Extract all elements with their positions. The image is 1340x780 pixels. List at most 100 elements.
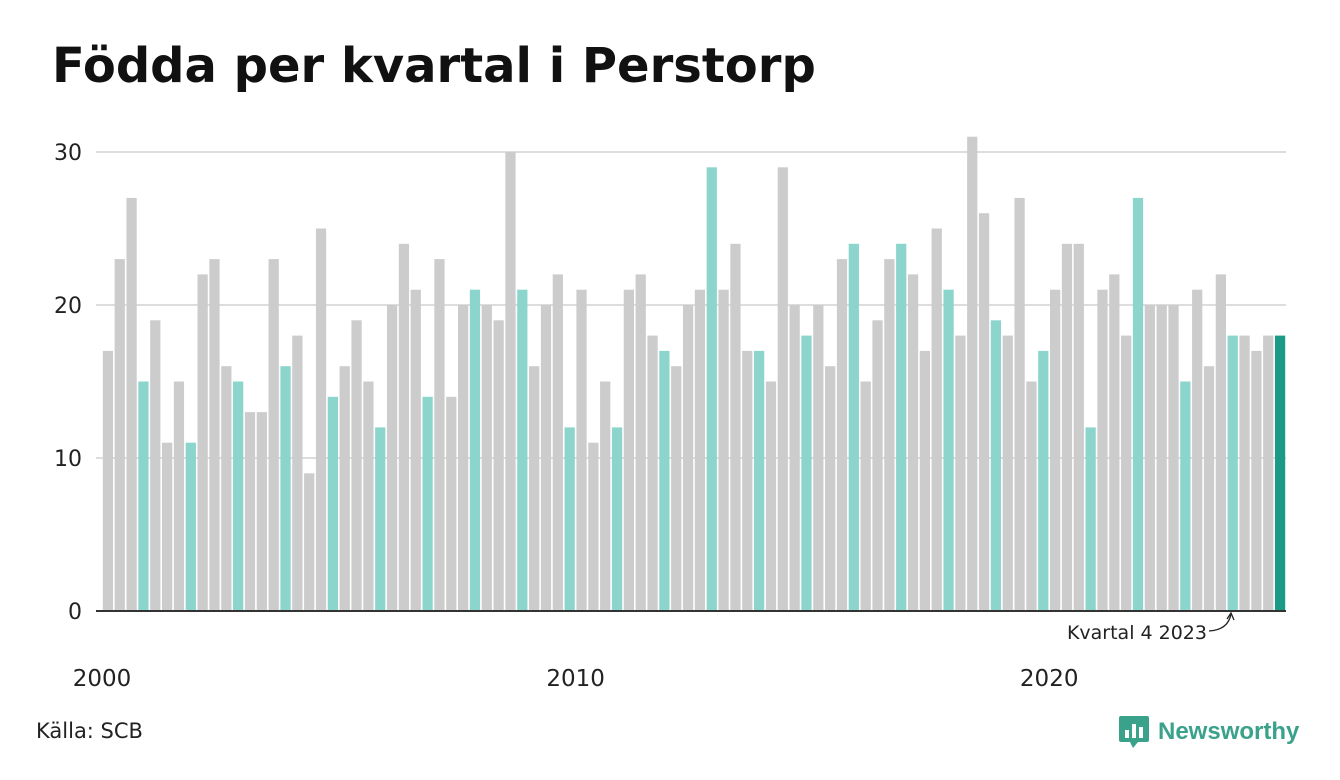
bar — [706, 167, 717, 612]
bar — [789, 305, 800, 611]
bar — [588, 442, 599, 611]
bar — [730, 243, 741, 612]
bar — [1251, 350, 1262, 611]
bar — [102, 350, 114, 611]
bar — [233, 381, 244, 611]
bar — [1038, 350, 1049, 611]
bar — [162, 442, 173, 611]
bar — [1097, 289, 1108, 611]
bar — [422, 396, 433, 611]
bar — [458, 305, 469, 611]
bar — [221, 366, 232, 611]
bar — [907, 274, 919, 611]
y-tick-label: 10 — [54, 447, 82, 472]
bar — [481, 305, 492, 611]
bar — [315, 228, 327, 611]
bar — [635, 274, 646, 611]
bar — [375, 427, 386, 611]
bar — [1002, 335, 1013, 611]
bar — [848, 243, 859, 612]
bar — [611, 427, 623, 611]
bar — [955, 335, 966, 611]
bar — [126, 197, 137, 611]
bar — [1156, 305, 1167, 611]
bar — [150, 320, 161, 611]
bar — [173, 381, 185, 611]
bar — [718, 289, 729, 611]
source-note: Källa: SCB — [36, 719, 143, 743]
bar — [990, 320, 1002, 611]
bar — [292, 335, 303, 611]
bar — [659, 350, 670, 611]
bar — [647, 335, 658, 611]
bar — [256, 412, 267, 611]
bar — [1109, 274, 1120, 611]
bar — [1014, 197, 1025, 611]
bar — [410, 289, 421, 611]
bar — [529, 366, 540, 611]
bar — [896, 243, 907, 612]
bar — [552, 274, 563, 611]
bar — [1132, 197, 1144, 611]
bar — [623, 289, 634, 611]
newsworthy-logo-icon — [1119, 716, 1149, 748]
bar — [600, 381, 611, 611]
bar — [576, 289, 587, 611]
bar — [304, 473, 315, 611]
bar — [1026, 381, 1037, 611]
bar — [671, 366, 682, 611]
brand-name: Newsworthy — [1158, 718, 1300, 745]
bar — [327, 396, 338, 611]
bar — [872, 320, 883, 611]
bar — [1168, 305, 1179, 611]
latest-annotation: Kvartal 4 2023 — [1067, 611, 1235, 644]
bar — [351, 320, 362, 611]
bar — [931, 228, 942, 611]
bar — [339, 366, 350, 611]
bar — [1239, 335, 1250, 611]
bar — [1215, 274, 1226, 611]
x-tick-label: 2000 — [73, 666, 132, 692]
bar — [836, 259, 848, 611]
bar — [777, 167, 788, 612]
chart-title: Födda per kvartal i Perstorp — [52, 38, 816, 94]
bar — [469, 289, 481, 611]
y-axis-labels: 0 10 20 30 — [54, 141, 82, 625]
bar — [801, 335, 812, 611]
annotation-arrowhead — [1226, 611, 1235, 621]
bar — [1121, 335, 1132, 611]
bar — [564, 427, 575, 611]
bar — [1073, 243, 1084, 612]
bar — [363, 381, 374, 611]
bar — [138, 381, 149, 611]
bar — [813, 305, 824, 611]
bar — [280, 366, 291, 611]
bar — [446, 396, 457, 611]
bar — [517, 289, 528, 611]
bar — [694, 289, 706, 611]
bar — [1227, 335, 1238, 611]
bars — [102, 136, 1286, 612]
bar — [1061, 243, 1073, 612]
bar — [943, 289, 954, 611]
x-tick-label: 2010 — [546, 666, 605, 692]
bar — [1180, 381, 1191, 611]
bar — [114, 259, 125, 611]
bar — [197, 274, 208, 611]
bar — [1192, 289, 1203, 611]
bar — [434, 259, 445, 611]
bar — [884, 259, 895, 611]
bar — [860, 381, 871, 611]
y-tick-label: 30 — [54, 141, 82, 166]
bar — [1144, 305, 1155, 611]
bar — [185, 442, 196, 611]
bar — [398, 243, 410, 612]
bar — [505, 152, 516, 611]
bar — [1085, 427, 1096, 611]
x-axis-labels: 2000 2010 2020 — [73, 666, 1079, 692]
annotation-label: Kvartal 4 2023 — [1067, 622, 1207, 644]
bar — [967, 136, 978, 611]
x-tick-label: 2020 — [1020, 666, 1079, 692]
bar — [919, 350, 930, 611]
bar — [493, 320, 504, 611]
